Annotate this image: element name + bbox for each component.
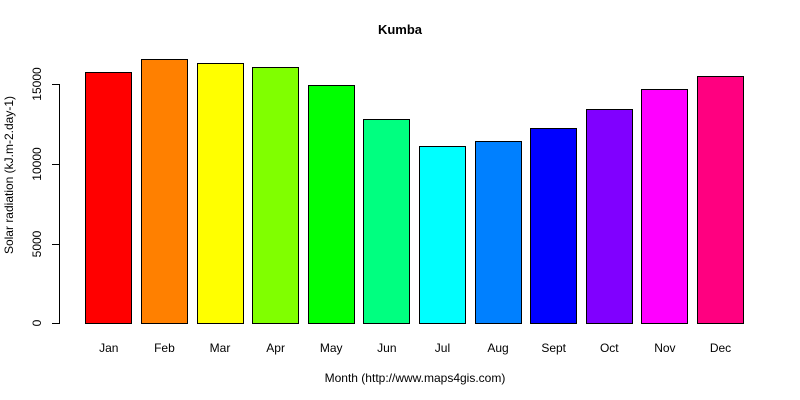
bar-feb (141, 59, 188, 324)
chart-title: Kumba (377, 22, 423, 37)
bar-jun (363, 119, 410, 324)
y-tick-label: 15000 (30, 67, 44, 101)
bar-mar (197, 63, 244, 324)
x-tick-label: Jan (99, 341, 119, 355)
x-tick-label: Mar (209, 341, 231, 355)
y-tick (52, 164, 59, 165)
x-tick-label: May (319, 341, 343, 355)
x-tick-label: Apr (266, 341, 285, 355)
bar-may (308, 85, 355, 324)
y-axis-line (59, 84, 60, 324)
bar-jan (85, 72, 132, 324)
bar-aug (475, 141, 522, 324)
x-tick-label: Oct (599, 341, 619, 355)
y-tick-label: 5000 (30, 230, 44, 257)
y-tick-label: 10000 (30, 147, 44, 181)
y-axis-label: Solar radiation (kJ.m-2.day-1) (2, 95, 16, 255)
x-tick-label: Dec (709, 341, 732, 355)
x-axis-label: Month (http://www.maps4gis.com) (324, 371, 506, 385)
x-tick-label: Jul (434, 341, 451, 355)
y-tick (52, 244, 59, 245)
bar-sept (530, 128, 577, 324)
x-tick-label: Sept (541, 341, 567, 355)
x-tick-label: Jun (377, 341, 397, 355)
x-tick-label: Feb (154, 341, 175, 355)
y-tick (52, 323, 59, 324)
bar-apr (252, 67, 299, 324)
y-tick-label: 0 (30, 319, 44, 327)
y-tick (52, 84, 59, 85)
x-tick-label: Aug (487, 341, 509, 355)
bar-jul (419, 146, 466, 324)
bar-dec (697, 76, 744, 324)
x-tick-label: Nov (654, 341, 676, 355)
bar-oct (586, 109, 633, 324)
bar-nov (641, 89, 688, 324)
